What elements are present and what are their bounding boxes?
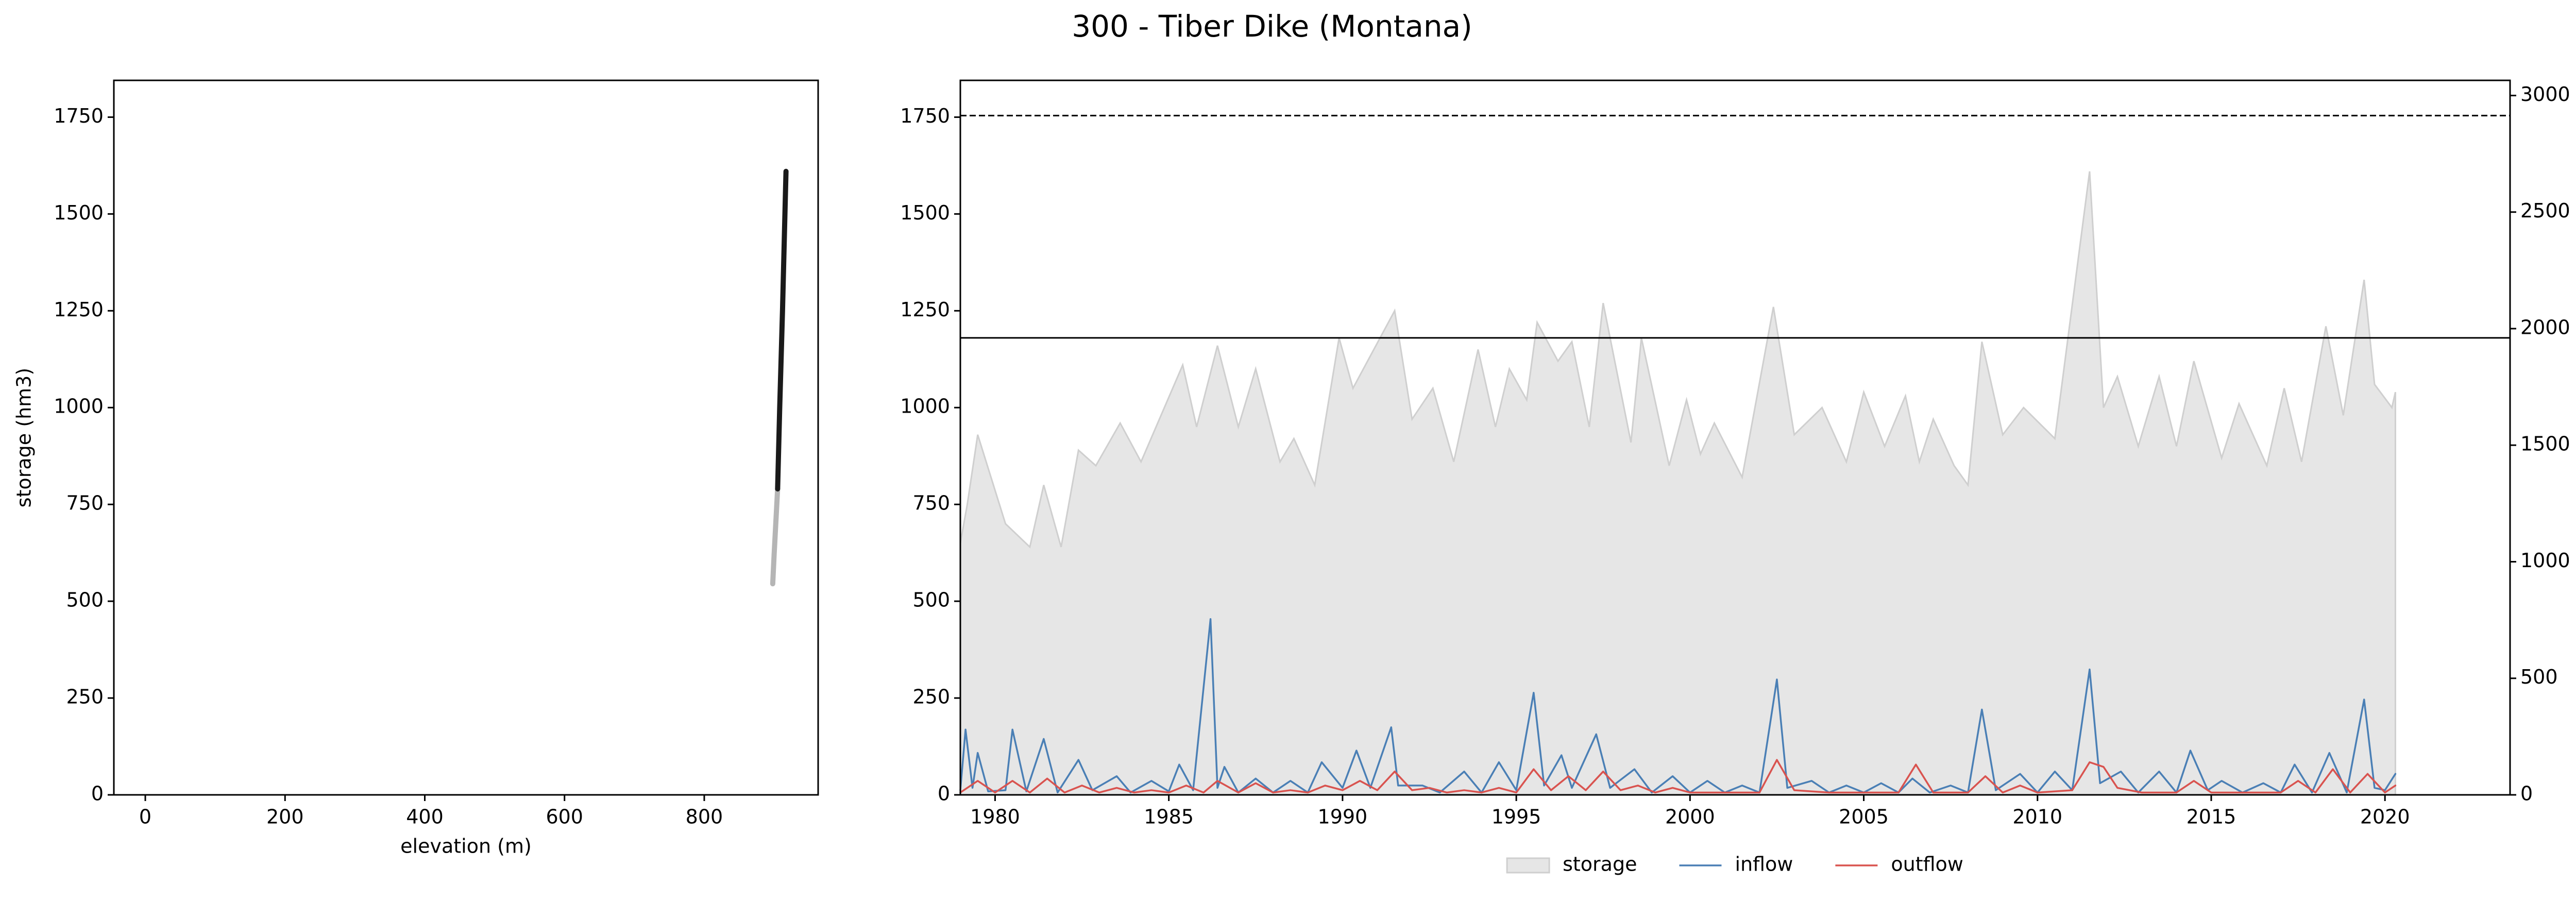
axes-frame bbox=[959, 79, 2511, 796]
x-tick-label: 2000 bbox=[1665, 806, 1715, 828]
y2-tick-label: 500 bbox=[2520, 666, 2558, 688]
y2-tick-label: 1500 bbox=[2520, 433, 2570, 455]
series-line bbox=[959, 618, 2397, 794]
x-tick-label: 1985 bbox=[1144, 806, 1194, 828]
x-tick-label: 2010 bbox=[2012, 806, 2062, 828]
y-tick-label: 1250 bbox=[54, 298, 104, 321]
y-tick-label: 250 bbox=[912, 686, 950, 708]
x-tick-label: 2015 bbox=[2187, 806, 2236, 828]
series-line bbox=[770, 486, 781, 587]
y-axis-label: storage (hm3) bbox=[13, 368, 36, 507]
legend-label: inflow bbox=[1735, 853, 1793, 876]
x-axis-label: elevation (m) bbox=[400, 835, 532, 858]
x-tick-label: 400 bbox=[406, 806, 444, 828]
y2-tick-label: 1000 bbox=[2520, 549, 2570, 572]
y-tick-label: 1500 bbox=[900, 201, 950, 224]
x-tick-label: 600 bbox=[546, 806, 583, 828]
y-tick-label: 1250 bbox=[900, 298, 950, 321]
x-tick-label: 800 bbox=[686, 806, 723, 828]
x-tick-label: 200 bbox=[266, 806, 304, 828]
y-tick-label: 250 bbox=[66, 686, 104, 708]
x-tick-label: 0 bbox=[139, 806, 151, 828]
y-tick-label: 1750 bbox=[54, 105, 104, 127]
storage-area bbox=[959, 171, 2396, 796]
y2-tick-label: 2000 bbox=[2520, 316, 2570, 338]
y-tick-label: 1000 bbox=[900, 395, 950, 418]
x-tick-label: 1995 bbox=[1492, 806, 1541, 828]
y2-tick-label: 2500 bbox=[2520, 199, 2570, 222]
y-tick-label: 1500 bbox=[54, 201, 104, 224]
y-tick-label: 0 bbox=[91, 782, 104, 805]
y-tick-label: 750 bbox=[912, 492, 950, 515]
y-tick-label: 1000 bbox=[54, 395, 104, 418]
y-tick-label: 0 bbox=[938, 782, 950, 805]
x-tick-label: 1980 bbox=[970, 806, 1020, 828]
x-tick-label: 1990 bbox=[1318, 806, 1368, 828]
x-tick-label: 2020 bbox=[2360, 806, 2410, 828]
x-tick-label: 2005 bbox=[1839, 806, 1889, 828]
series-line bbox=[959, 759, 2397, 794]
y-tick-label: 500 bbox=[912, 589, 950, 611]
y-tick-label: 750 bbox=[66, 492, 104, 515]
figure-title: 300 - Tiber Dike (Montana) bbox=[1072, 9, 1472, 44]
axes-frame bbox=[113, 79, 819, 796]
series-line bbox=[775, 168, 789, 492]
legend-swatch bbox=[1506, 857, 1550, 874]
legend-label: outflow bbox=[1891, 853, 1963, 876]
legend-label: storage bbox=[1563, 853, 1637, 876]
y2-tick-label: 0 bbox=[2520, 782, 2533, 805]
y2-tick-label: 3000 bbox=[2520, 83, 2570, 106]
y-tick-label: 500 bbox=[66, 589, 104, 611]
y-tick-label: 1750 bbox=[900, 105, 950, 127]
